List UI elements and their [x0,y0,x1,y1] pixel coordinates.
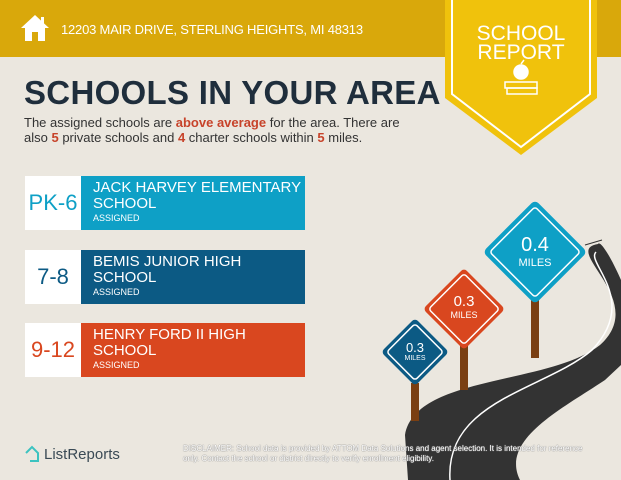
badge-line1: SCHOOL [476,22,566,45]
distance-sign [484,201,586,303]
sign-distance: 0.4 [521,234,549,256]
school-status: ASSIGNED [93,287,140,297]
grade-range: PK-6 [25,176,81,230]
sign-distance: 0.3 [453,293,475,310]
sign-distance: 0.3 [405,340,425,355]
listreports-logo[interactable]: ListReports [24,445,120,463]
badge-line2: REPORT [477,41,565,64]
school-name: JACK HARVEY ELEMENTARY SCHOOL [93,179,301,212]
grade-range: 7-8 [25,250,81,304]
distance-sign [382,319,448,385]
school-name: HENRY FORD II HIGH SCHOOL [93,326,246,359]
school-status: ASSIGNED [93,360,140,370]
sign-unit: MILES [404,355,426,362]
school-status: ASSIGNED [93,213,140,223]
school-name: BEMIS JUNIOR HIGH SCHOOL [93,253,242,286]
summary-text: The assigned schools are above average f… [24,115,400,145]
apple-books-icon [504,59,538,95]
disclaimer-text: DISCLAIMER: School data is provided by A… [183,444,583,463]
grade-range: 9-12 [25,323,81,377]
school-card[interactable]: 7-8 BEMIS JUNIOR HIGH SCHOOL ASSIGNED [25,250,305,304]
school-report-badge: SCHOOL REPORT [445,0,597,165]
home-icon [21,15,49,41]
page-title: SCHOOLS IN YOUR AREA [24,74,441,111]
sign-unit: MILES [450,310,478,320]
property-address: 12203 MAIR DRIVE, STERLING HEIGHTS, MI 4… [61,22,363,37]
distance-sign [424,269,504,349]
school-card[interactable]: 9-12 HENRY FORD II HIGH SCHOOL ASSIGNED [25,323,305,377]
logo-icon [25,445,39,462]
school-card[interactable]: PK-6 JACK HARVEY ELEMENTARY SCHOOL ASSIGN… [25,176,305,230]
sign-unit: MILES [518,257,552,269]
